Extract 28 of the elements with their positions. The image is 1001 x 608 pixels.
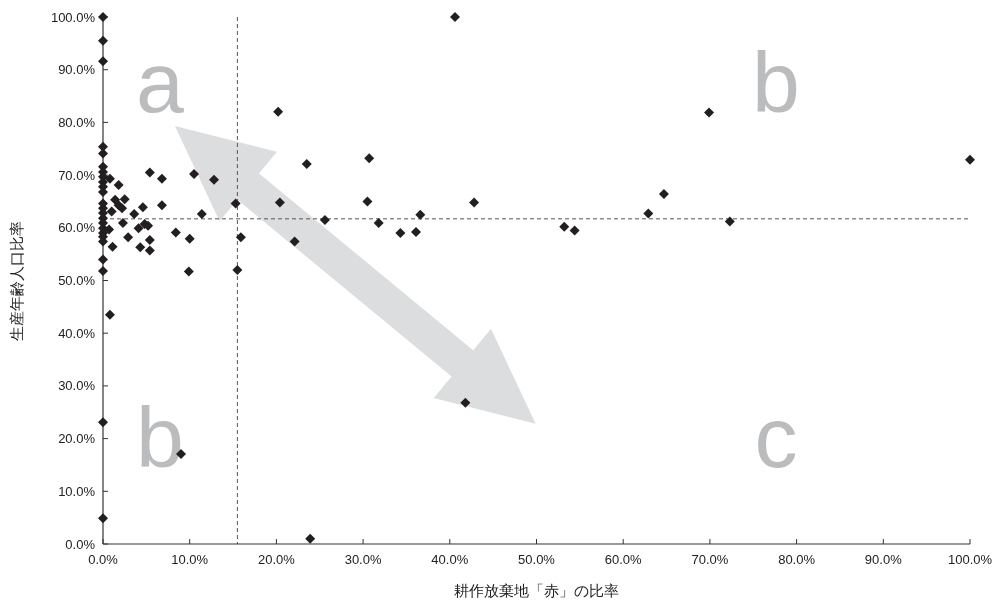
y-tick-label: 30.0% — [58, 378, 96, 394]
y-tick-label: 90.0% — [58, 62, 96, 78]
y-tick-label: 20.0% — [58, 431, 96, 447]
y-tick-label: 50.0% — [58, 273, 96, 288]
y-axis-title: 生産年齢人口比率 — [8, 220, 25, 341]
y-tick-label: 40.0% — [58, 325, 96, 341]
x-tick-label: 70.0% — [691, 552, 729, 567]
x-tick-label: 20.0% — [257, 552, 296, 567]
annotation: b — [752, 34, 800, 130]
x-tick-label: 40.0% — [431, 552, 469, 567]
y-tick-label: 60.0% — [58, 220, 96, 236]
annotation: c — [754, 389, 798, 485]
annotation: b — [136, 389, 184, 485]
annotation: a — [136, 34, 185, 130]
y-tick-label: 100.0% — [50, 9, 96, 25]
x-axis-title: 耕作放棄地「赤」の比率 — [454, 582, 619, 599]
x-tick-label: 80.0% — [778, 552, 816, 567]
x-tick-label: 60.0% — [604, 552, 643, 567]
x-tick-label: 90.0% — [864, 552, 903, 567]
y-tick-label: 70.0% — [58, 167, 96, 183]
x-tick-label: 50.0% — [518, 552, 556, 567]
y-tick-label: 80.0% — [58, 114, 96, 130]
x-tick-label: 0.0% — [88, 552, 119, 567]
x-tick-label: 10.0% — [171, 552, 209, 567]
y-tick-label: 10.0% — [58, 483, 96, 499]
y-tick-label: 0.0% — [65, 536, 96, 552]
x-tick-label: 30.0% — [344, 552, 382, 567]
x-tick-label: 100.0% — [947, 552, 993, 567]
